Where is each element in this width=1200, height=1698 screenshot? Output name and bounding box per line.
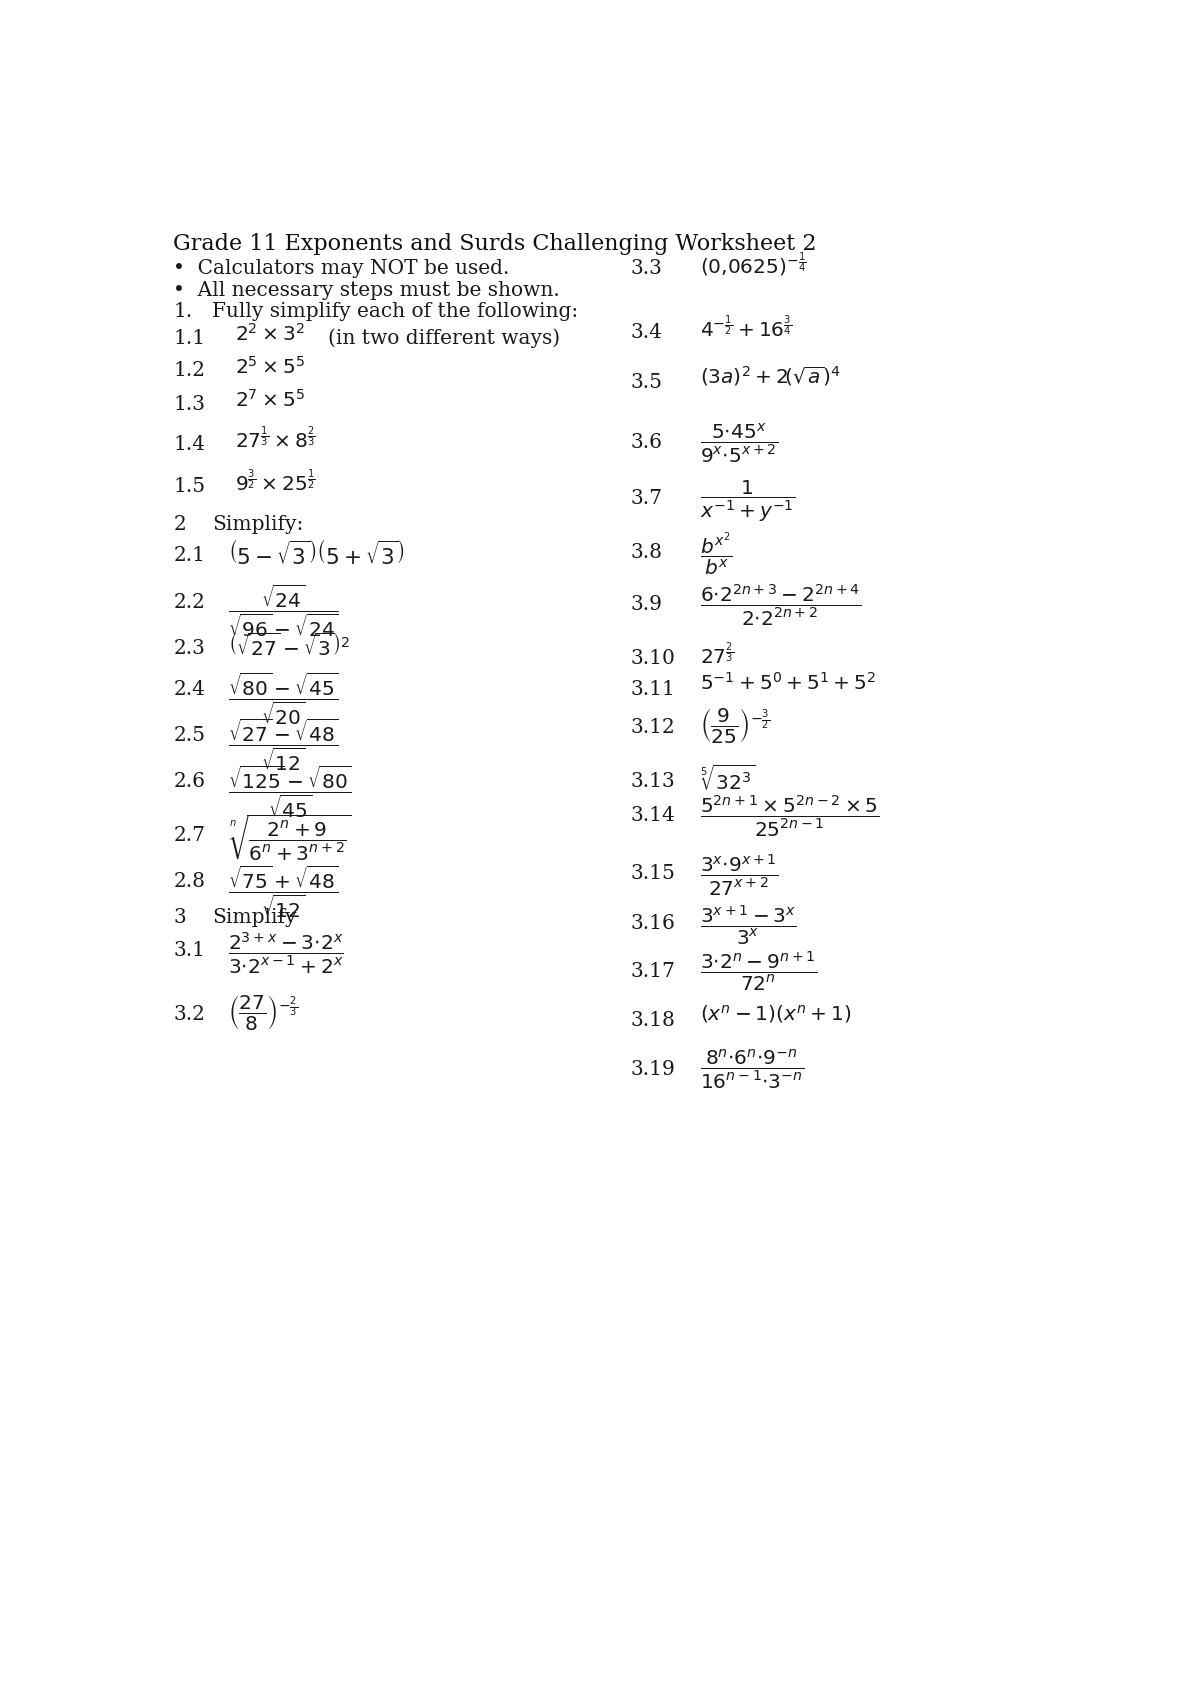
Text: $5^{-1}+5^{0}+5^{1}+5^{2}$: $5^{-1}+5^{0}+5^{1}+5^{2}$: [701, 672, 876, 694]
Text: 1.3: 1.3: [173, 394, 205, 414]
Text: $\left(3a\right)^{2}+2\!\left(\sqrt{a}\right)^{4}$: $\left(3a\right)^{2}+2\!\left(\sqrt{a}\r…: [701, 363, 841, 387]
Text: $\dfrac{2^{3+x}-3{\cdot}2^{x}}{3{\cdot}2^{x-1}+2^{x}}$: $\dfrac{2^{3+x}-3{\cdot}2^{x}}{3{\cdot}2…: [228, 931, 343, 976]
Text: 1.: 1.: [173, 302, 192, 321]
Text: 3: 3: [173, 908, 186, 927]
Text: 2.3: 2.3: [173, 638, 205, 657]
Text: $9^{\frac{3}{2}}\times25^{\frac{1}{2}}$: $9^{\frac{3}{2}}\times25^{\frac{1}{2}}$: [235, 469, 316, 494]
Text: $\left(\dfrac{27}{8}\right)^{-\frac{2}{3}}$: $\left(\dfrac{27}{8}\right)^{-\frac{2}{3…: [228, 993, 298, 1032]
Text: $\dfrac{\sqrt{24}}{\sqrt{96}-\sqrt{24}}$: $\dfrac{\sqrt{24}}{\sqrt{96}-\sqrt{24}}$: [228, 582, 338, 640]
Text: $27^{\frac{2}{3}}$: $27^{\frac{2}{3}}$: [701, 642, 734, 667]
Text: 3.13: 3.13: [630, 773, 676, 791]
Text: 3.9: 3.9: [630, 594, 662, 615]
Text: 3.11: 3.11: [630, 679, 676, 698]
Text: 3.5: 3.5: [630, 374, 662, 392]
Text: 2.7: 2.7: [173, 825, 205, 846]
Text: 2: 2: [173, 514, 186, 533]
Text: $\left(\sqrt{27}-\sqrt{3}\right)^{2}$: $\left(\sqrt{27}-\sqrt{3}\right)^{2}$: [228, 633, 350, 661]
Text: $\left(x^{n}-1\right)\left(x^{n}+1\right)$: $\left(x^{n}-1\right)\left(x^{n}+1\right…: [701, 1004, 852, 1026]
Text: Fully simplify each of the following:: Fully simplify each of the following:: [212, 302, 578, 321]
Text: $\dfrac{3^{x}{\cdot}9^{x+1}}{27^{x+2}}$: $\dfrac{3^{x}{\cdot}9^{x+1}}{27^{x+2}}$: [701, 852, 779, 898]
Text: 3.3: 3.3: [630, 260, 662, 278]
Text: 1.1: 1.1: [173, 328, 205, 348]
Text: 2.2: 2.2: [173, 593, 205, 611]
Text: •  All necessary steps must be shown.: • All necessary steps must be shown.: [173, 280, 560, 301]
Text: $\dfrac{5^{2n+1}\times5^{2n-2}\times5}{25^{2n-1}}$: $\dfrac{5^{2n+1}\times5^{2n-2}\times5}{2…: [701, 793, 880, 839]
Text: Simplify:: Simplify:: [212, 514, 304, 533]
Text: $\dfrac{1}{x^{-1}+y^{-1}}$: $\dfrac{1}{x^{-1}+y^{-1}}$: [701, 477, 796, 523]
Text: 3.2: 3.2: [173, 1005, 205, 1024]
Text: 2.5: 2.5: [173, 725, 205, 745]
Text: 1.4: 1.4: [173, 435, 205, 453]
Text: $\dfrac{8^{n}{\cdot}6^{n}{\cdot}9^{-n}}{16^{n-1}{\cdot}3^{-n}}$: $\dfrac{8^{n}{\cdot}6^{n}{\cdot}9^{-n}}{…: [701, 1048, 804, 1092]
Text: $\dfrac{6{\cdot}2^{2n+3}-2^{2n+4}}{2{\cdot}2^{2n+2}}$: $\dfrac{6{\cdot}2^{2n+3}-2^{2n+4}}{2{\cd…: [701, 582, 862, 628]
Text: $\sqrt[5]{32^{3}}$: $\sqrt[5]{32^{3}}$: [701, 764, 756, 795]
Text: $\dfrac{3{\cdot}2^{n}-9^{n+1}}{72^{n}}$: $\dfrac{3{\cdot}2^{n}-9^{n+1}}{72^{n}}$: [701, 949, 817, 993]
Text: 3.4: 3.4: [630, 323, 662, 341]
Text: $2^{7}\times5^{5}$: $2^{7}\times5^{5}$: [235, 389, 305, 411]
Text: (in two different ways): (in two different ways): [329, 328, 560, 348]
Text: $4^{-\frac{1}{2}}+16^{\frac{3}{4}}$: $4^{-\frac{1}{2}}+16^{\frac{3}{4}}$: [701, 314, 792, 341]
Text: 3.7: 3.7: [630, 489, 662, 508]
Text: $2^{5}\times5^{5}$: $2^{5}\times5^{5}$: [235, 355, 305, 377]
Text: 3.8: 3.8: [630, 543, 662, 562]
Text: 1.5: 1.5: [173, 477, 205, 496]
Text: $\dfrac{\sqrt{27}-\sqrt{48}}{\sqrt{12}}$: $\dfrac{\sqrt{27}-\sqrt{48}}{\sqrt{12}}$: [228, 717, 338, 773]
Text: $\dfrac{\sqrt{125}-\sqrt{80}}{\sqrt{45}}$: $\dfrac{\sqrt{125}-\sqrt{80}}{\sqrt{45}}…: [228, 762, 352, 820]
Text: 2.6: 2.6: [173, 773, 205, 791]
Text: 2.8: 2.8: [173, 873, 205, 891]
Text: 3.18: 3.18: [630, 1010, 676, 1029]
Text: 3.1: 3.1: [173, 941, 205, 961]
Text: 3.6: 3.6: [630, 433, 662, 452]
Text: 3.15: 3.15: [630, 864, 676, 883]
Text: $\left(\dfrac{9}{25}\right)^{-\frac{3}{2}}$: $\left(\dfrac{9}{25}\right)^{-\frac{3}{2…: [701, 706, 770, 745]
Text: •  Calculators may NOT be used.: • Calculators may NOT be used.: [173, 260, 510, 278]
Text: 2.4: 2.4: [173, 679, 205, 698]
Text: $\left(5-\sqrt{3}\right)\left(5+\sqrt{3}\right)$: $\left(5-\sqrt{3}\right)\left(5+\sqrt{3}…: [228, 540, 404, 569]
Text: 1.2: 1.2: [173, 362, 205, 380]
Text: $27^{\frac{1}{3}}\times8^{\frac{2}{3}}$: $27^{\frac{1}{3}}\times8^{\frac{2}{3}}$: [235, 426, 316, 452]
Text: 3.14: 3.14: [630, 807, 676, 825]
Text: Simplify: Simplify: [212, 908, 296, 927]
Text: 3.16: 3.16: [630, 914, 676, 932]
Text: 3.19: 3.19: [630, 1060, 676, 1078]
Text: Grade 11 Exponents and Surds Challenging Worksheet 2: Grade 11 Exponents and Surds Challenging…: [173, 233, 817, 255]
Text: 3.17: 3.17: [630, 963, 676, 981]
Text: $(0{,}0625)^{-\frac{1}{4}}$: $(0{,}0625)^{-\frac{1}{4}}$: [701, 250, 806, 278]
Text: 3.10: 3.10: [630, 649, 676, 667]
Text: $\dfrac{3^{x+1}-3^{x}}{3^{x}}$: $\dfrac{3^{x+1}-3^{x}}{3^{x}}$: [701, 903, 797, 946]
Text: $\sqrt[n]{\dfrac{2^{n}+9}{6^{n}+3^{n+2}}}$: $\sqrt[n]{\dfrac{2^{n}+9}{6^{n}+3^{n+2}}…: [228, 812, 352, 863]
Text: $\dfrac{\sqrt{75}+\sqrt{48}}{\sqrt{12}}$: $\dfrac{\sqrt{75}+\sqrt{48}}{\sqrt{12}}$: [228, 863, 338, 920]
Text: $\dfrac{\sqrt{80}-\sqrt{45}}{\sqrt{20}}$: $\dfrac{\sqrt{80}-\sqrt{45}}{\sqrt{20}}$: [228, 671, 338, 727]
Text: $\dfrac{5{\cdot}45^{x}}{9^{x}{\cdot}5^{x+2}}$: $\dfrac{5{\cdot}45^{x}}{9^{x}{\cdot}5^{x…: [701, 421, 779, 465]
Text: 2.1: 2.1: [173, 547, 205, 565]
Text: $2^{2}\times3^{2}$: $2^{2}\times3^{2}$: [235, 323, 305, 345]
Text: 3.12: 3.12: [630, 718, 676, 737]
Text: $\dfrac{b^{x^{2}}}{b^{x}}$: $\dfrac{b^{x^{2}}}{b^{x}}$: [701, 530, 733, 577]
